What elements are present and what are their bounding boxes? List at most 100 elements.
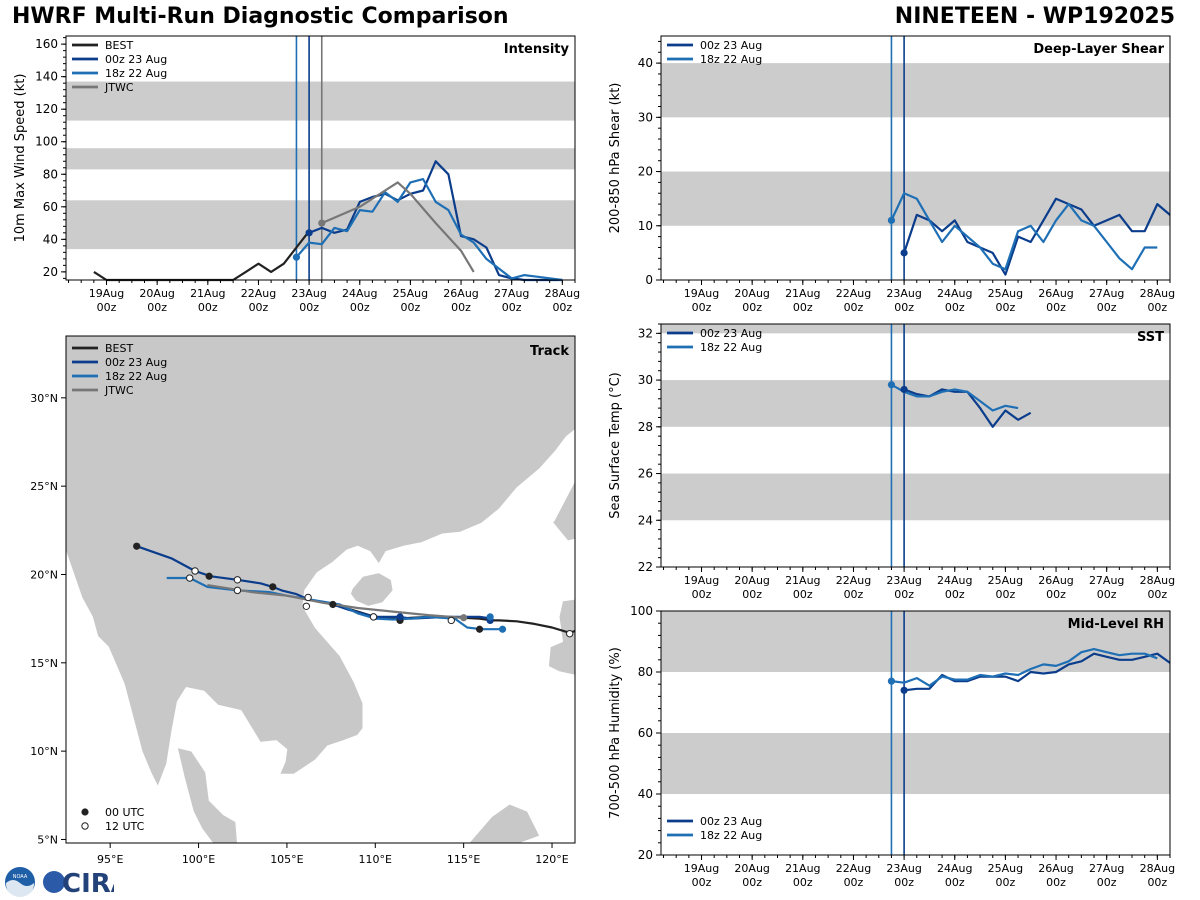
track-point-00utc bbox=[396, 613, 404, 621]
sst-xtick-label-hour: 00z bbox=[793, 588, 813, 601]
track-xtick-label: 120°E bbox=[535, 853, 568, 866]
sst-series-line bbox=[890, 383, 1019, 412]
intensity-xtick-label-date: 26Aug bbox=[443, 287, 478, 300]
intensity-ytick-label: 160 bbox=[35, 37, 58, 51]
track-point-00utc bbox=[475, 625, 484, 633]
intensity-xtick-label-date: 22Aug bbox=[241, 287, 276, 300]
track-point-12utc bbox=[369, 613, 378, 621]
intensity-axes-frame bbox=[65, 35, 576, 281]
sst-xtick-label-date: 23Aug bbox=[886, 574, 921, 587]
shear-xtick-label-hour: 00z bbox=[894, 301, 914, 314]
track-point-12utc bbox=[191, 567, 199, 575]
sst-xtick-label-date: 26Aug bbox=[1038, 574, 1073, 587]
shear-panel: 01020304019Aug00z20Aug00z21Aug00z22Aug00… bbox=[608, 35, 1175, 314]
rh-series-line bbox=[891, 647, 1158, 687]
shear-init-marker bbox=[900, 249, 908, 257]
rh-ytick-label: 80 bbox=[638, 665, 653, 679]
track-point-00utc bbox=[486, 613, 494, 621]
track-xtick-label: 115°E bbox=[447, 853, 480, 866]
intensity-ytick-label: 40 bbox=[43, 232, 58, 246]
intensity-xtick-label-hour: 00z bbox=[249, 301, 269, 314]
track-xtick-label: 105°E bbox=[270, 853, 303, 866]
shear-ytick-label: 30 bbox=[638, 110, 653, 124]
track-panel-title: Track bbox=[530, 344, 569, 359]
cira-globe-icon bbox=[43, 871, 65, 893]
track-point-12utc bbox=[302, 602, 311, 610]
track-legend-label: 00z 23 Aug bbox=[105, 356, 167, 369]
land-china-mainland bbox=[66, 336, 575, 788]
sst-xtick-label-date: 24Aug bbox=[937, 574, 972, 587]
track-point-12utc bbox=[233, 576, 242, 584]
land-malay-peninsula bbox=[176, 747, 238, 843]
sst-init-marker bbox=[887, 381, 896, 389]
shear-xtick-label-date: 20Aug bbox=[734, 287, 769, 300]
sst-xtick-label-date: 27Aug bbox=[1089, 574, 1124, 587]
intensity-init-marker bbox=[318, 219, 326, 227]
shear-xtick-label-date: 19Aug bbox=[684, 287, 719, 300]
track-legend-label: BEST bbox=[105, 342, 133, 355]
intensity-ytick-label: 60 bbox=[43, 200, 58, 214]
intensity-xtick-label-hour: 00z bbox=[401, 301, 421, 314]
intensity-ytick-label: 140 bbox=[35, 70, 58, 84]
shear-xtick-label-hour: 00z bbox=[692, 301, 712, 314]
intensity-ytick-label: 100 bbox=[35, 135, 58, 149]
shear-xtick-label-hour: 00z bbox=[1147, 301, 1167, 314]
sst-band bbox=[661, 473, 1170, 521]
track-point-00utc bbox=[205, 572, 213, 580]
sst-xtick-label-hour: 00z bbox=[996, 588, 1016, 601]
track-point-00utc bbox=[269, 583, 277, 591]
sst-ytick-label: 26 bbox=[638, 467, 653, 481]
shear-ytick-label: 0 bbox=[645, 273, 653, 287]
rh-xtick-label-hour: 00z bbox=[1046, 876, 1066, 889]
sst-xtick-label-hour: 00z bbox=[742, 588, 762, 601]
sst-xtick-label-hour: 00z bbox=[894, 588, 914, 601]
sst-xtick-label-date: 20Aug bbox=[734, 574, 769, 587]
intensity-init-marker bbox=[292, 253, 301, 261]
land-borneo bbox=[468, 803, 541, 843]
intensity-panel: 2040608010012014016019Aug00z20Aug00z21Au… bbox=[13, 35, 580, 314]
rh-xtick-label-hour: 00z bbox=[1147, 876, 1167, 889]
rh-ytick-label: 20 bbox=[638, 848, 653, 862]
track-map-layer bbox=[66, 336, 575, 843]
land-taiwan bbox=[551, 480, 575, 542]
shear-xtick-label-date: 26Aug bbox=[1038, 287, 1073, 300]
rh-xtick-label-hour: 00z bbox=[793, 876, 813, 889]
rh-ylabel: 700-500 hPa Humidity (%) bbox=[608, 647, 623, 819]
track-point-12utc bbox=[304, 593, 312, 602]
track-panel: 95°E 100°E 105°E 110°E 115°E 120°E 5°N 10°N 15°N… bbox=[30, 335, 576, 866]
shear-xtick-label-hour: 00z bbox=[996, 301, 1016, 314]
shear-xtick-label-hour: 00z bbox=[844, 301, 864, 314]
shear-series-line bbox=[903, 197, 1171, 276]
intensity-xtick-label-date: 25Aug bbox=[393, 287, 428, 300]
intensity-xtick-label-hour: 00z bbox=[552, 301, 572, 314]
track-ytick-label: 10°N bbox=[30, 745, 58, 758]
track-legend-label: 18z 22 Aug bbox=[105, 370, 167, 383]
rh-xtick-label-date: 27Aug bbox=[1089, 862, 1124, 875]
rh-xtick-label-hour: 00z bbox=[844, 876, 864, 889]
sst-band bbox=[661, 380, 1170, 427]
rh-xtick-label-date: 26Aug bbox=[1038, 862, 1073, 875]
cira-logo: NOAA CIRA bbox=[5, 867, 114, 898]
intensity-series-line bbox=[321, 181, 475, 273]
intensity-xtick-label-date: 19Aug bbox=[89, 287, 124, 300]
rh-xtick-label-hour: 00z bbox=[894, 876, 914, 889]
shear-axes-frame bbox=[660, 35, 1171, 281]
rh-xtick-label-date: 23Aug bbox=[886, 862, 921, 875]
shear-series-line bbox=[890, 192, 1158, 271]
track-xtick-label: 95°E bbox=[97, 853, 123, 866]
sst-ytick-label: 22 bbox=[638, 560, 653, 574]
sst-xtick-label-date: 22Aug bbox=[836, 574, 871, 587]
rh-xtick-label-hour: 00z bbox=[1097, 876, 1117, 889]
shear-legend-label: 00z 23 Aug bbox=[700, 39, 762, 52]
intensity-ytick-label: 20 bbox=[43, 265, 58, 279]
sst-xtick-label-date: 25Aug bbox=[988, 574, 1023, 587]
shear-band bbox=[661, 63, 1170, 118]
rh-xtick-label-hour: 00z bbox=[996, 876, 1016, 889]
sst-xtick-label-hour: 00z bbox=[692, 588, 712, 601]
track-marker-legend-label: 12 UTC bbox=[105, 820, 145, 833]
intensity-xtick-label-hour: 00z bbox=[97, 301, 117, 314]
shear-xtick-label-hour: 00z bbox=[945, 301, 965, 314]
track-ytick-label: 30°N bbox=[30, 392, 58, 405]
intensity-legend-label: 18z 22 Aug bbox=[105, 67, 167, 80]
